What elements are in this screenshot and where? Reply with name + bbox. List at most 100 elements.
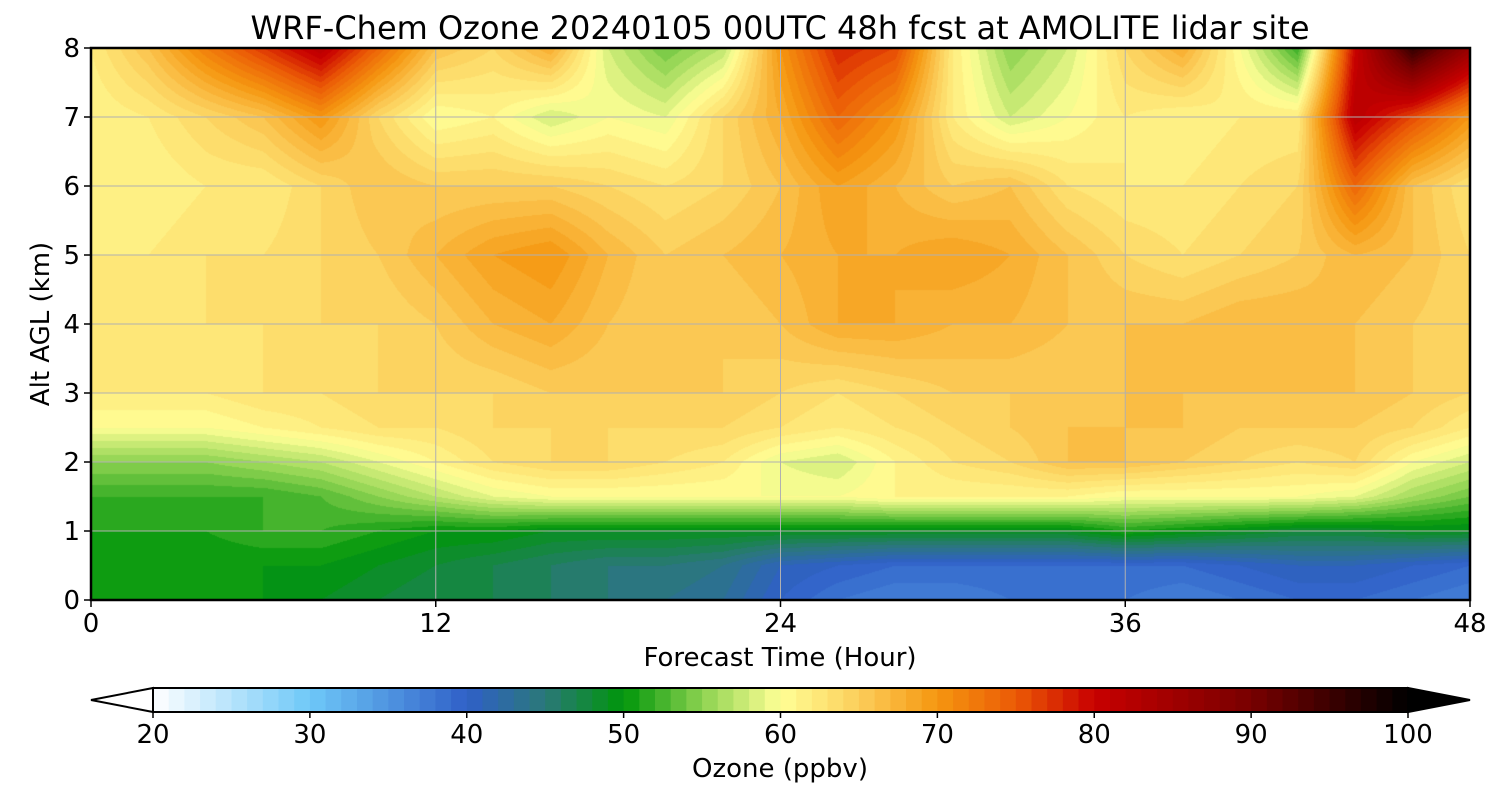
colorbar: 20 30 40 50 60 70 80 90 100 Ozone (ppbv)	[90, 686, 1471, 784]
y-tick-label: 8	[63, 34, 80, 64]
colorbar-swatch	[372, 688, 389, 712]
colorbar-swatch	[1204, 688, 1221, 712]
y-tick-label: 7	[63, 103, 80, 133]
colorbar-swatch	[1313, 688, 1331, 712]
colorbar-tick-label: 40	[450, 720, 483, 750]
colorbar-extend-low	[90, 686, 154, 714]
colorbar-swatch	[356, 688, 374, 712]
colorbar-swatch	[1345, 688, 1362, 712]
colorbar-swatch	[262, 688, 280, 712]
colorbar-tick-label: 80	[1078, 720, 1111, 750]
colorbar-swatch	[1109, 688, 1127, 712]
y-tick-label: 3	[63, 379, 80, 409]
colorbar-swatch	[607, 688, 625, 712]
colorbar-tick-label: 20	[136, 720, 169, 750]
colorbar-swatch	[717, 688, 735, 712]
colorbar-swatch	[1329, 688, 1346, 712]
colorbar-swatch	[404, 688, 421, 712]
colorbar-swatch	[1031, 688, 1048, 712]
colorbar-swatch	[686, 688, 703, 712]
colorbar-swatch	[858, 688, 876, 712]
colorbar-swatch	[733, 688, 750, 712]
colorbar-swatch	[1157, 688, 1174, 712]
colorbar-swatch	[921, 688, 938, 712]
colorbar-swatch	[780, 688, 797, 712]
x-tick-label: 48	[1453, 609, 1486, 639]
colorbar-swatch	[843, 688, 860, 712]
colorbar-swatch	[529, 688, 546, 712]
y-tick-label: 0	[63, 586, 80, 616]
colorbar-swatch	[247, 688, 264, 712]
y-tick-label: 5	[63, 241, 80, 271]
x-axis-ticks: 0 12 24 36 48	[83, 600, 1487, 639]
colorbar-swatch	[1000, 688, 1017, 712]
colorbar-swatch	[968, 688, 986, 712]
colorbar-swatch	[639, 688, 656, 712]
colorbar-tick-label: 90	[1235, 720, 1268, 750]
colorbar-swatch	[1094, 688, 1111, 712]
x-tick-label: 24	[764, 609, 797, 639]
colorbar-swatch	[435, 688, 452, 712]
colorbar-swatch	[278, 688, 295, 712]
colorbar-swatch	[1062, 688, 1080, 712]
colorbar-tick-label: 60	[764, 720, 797, 750]
colorbar-swatch	[1298, 688, 1315, 712]
colorbar-swatch	[796, 688, 813, 712]
colorbar-extend-high	[1407, 686, 1471, 714]
colorbar-swatch	[1282, 688, 1299, 712]
y-tick-label: 1	[63, 517, 80, 547]
colorbar-swatch	[984, 688, 1001, 712]
grid-lines	[91, 48, 1470, 600]
colorbar-swatch	[200, 688, 217, 712]
colorbar-swatch	[341, 688, 358, 712]
colorbar-swatch	[1219, 688, 1237, 712]
y-tick-label: 4	[63, 310, 80, 340]
colorbar-swatch	[482, 688, 499, 712]
colorbar-swatch	[1015, 688, 1033, 712]
colorbar-swatches	[153, 688, 1409, 712]
colorbar-tick-label: 50	[607, 720, 640, 750]
colorbar-swatch	[1172, 688, 1189, 712]
colorbar-swatch	[1078, 688, 1095, 712]
colorbar-swatch	[953, 688, 970, 712]
colorbar-swatch	[702, 688, 719, 712]
y-tick-label: 6	[63, 172, 80, 202]
colorbar-swatch	[168, 688, 185, 712]
x-axis-label: Forecast Time (Hour)	[643, 643, 916, 673]
colorbar-swatch	[576, 688, 593, 712]
colorbar-swatch	[1141, 688, 1158, 712]
colorbar-tick-label: 70	[921, 720, 954, 750]
colorbar-tick-label: 30	[293, 720, 326, 750]
colorbar-swatch	[1047, 688, 1064, 712]
colorbar-label: Ozone (ppbv)	[692, 754, 868, 784]
y-axis-ticks: 0 1 2 3 4 5 6 7 8	[63, 34, 91, 616]
colorbar-swatch	[1266, 688, 1284, 712]
colorbar-swatch	[670, 688, 687, 712]
colorbar-swatch	[513, 688, 531, 712]
colorbar-tick-label: 100	[1383, 720, 1433, 750]
colorbar-swatch	[1235, 688, 1252, 712]
colorbar-swatch	[937, 688, 954, 712]
colorbar-swatch	[419, 688, 436, 712]
colorbar-swatch	[1251, 688, 1268, 712]
colorbar-swatch	[592, 688, 609, 712]
y-axis-label: Alt AGL (km)	[26, 242, 56, 406]
colorbar-swatch	[1392, 688, 1409, 712]
colorbar-swatch	[309, 688, 327, 712]
colorbar-swatch	[874, 688, 891, 712]
x-tick-label: 12	[419, 609, 452, 639]
chart-title: WRF-Chem Ozone 20240105 00UTC 48h fcst a…	[250, 9, 1309, 47]
colorbar-swatch	[545, 688, 562, 712]
colorbar-swatch	[153, 688, 170, 712]
y-tick-label: 2	[63, 448, 80, 478]
colorbar-swatch	[1360, 688, 1378, 712]
colorbar-swatch	[231, 688, 248, 712]
colorbar-swatch	[184, 688, 201, 712]
x-tick-label: 0	[83, 609, 100, 639]
colorbar-swatch	[466, 688, 484, 712]
colorbar-swatch	[215, 688, 233, 712]
plot-frame	[89, 46, 1472, 602]
colorbar-swatch	[451, 688, 468, 712]
colorbar-ticks: 20 30 40 50 60 70 80 90 100	[136, 712, 1433, 750]
